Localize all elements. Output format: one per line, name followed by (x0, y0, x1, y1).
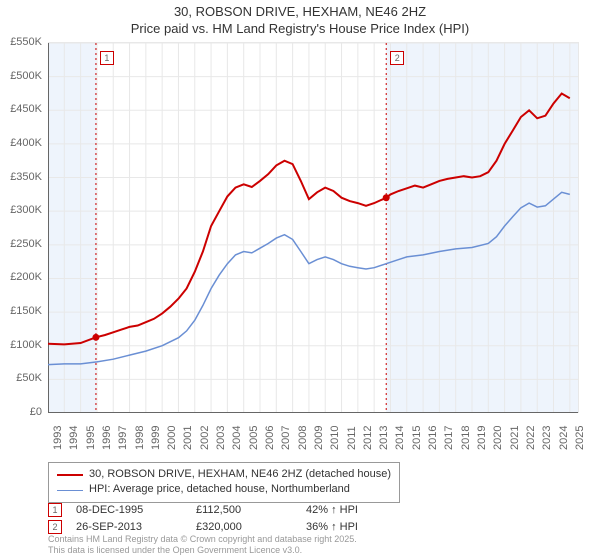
x-tick-label: 2025 (574, 426, 586, 450)
x-tick-label: 1995 (85, 426, 97, 450)
legend-swatch-1 (57, 474, 83, 476)
x-tick-label: 2014 (394, 426, 406, 450)
marker-1-pct: 42% ↑ HPI (306, 502, 426, 519)
marker-1-price: £112,500 (196, 502, 306, 519)
x-tick-label: 2009 (313, 426, 325, 450)
marker-badge-1: 1 (48, 503, 62, 517)
plot-area: 12 (48, 42, 579, 413)
y-tick-label: £300K (0, 204, 42, 216)
y-tick-label: £400K (0, 137, 42, 149)
price-chart: 30, ROBSON DRIVE, HEXHAM, NE46 2HZ Price… (0, 0, 600, 560)
plot-marker-badge-2: 2 (390, 51, 404, 65)
y-tick-label: £200K (0, 271, 42, 283)
chart-title: 30, ROBSON DRIVE, HEXHAM, NE46 2HZ Price… (0, 4, 600, 38)
sale-markers-table: 1 08-DEC-1995 £112,500 42% ↑ HPI 2 26-SE… (48, 502, 426, 535)
x-tick-label: 2022 (525, 426, 537, 450)
x-tick-label: 2011 (346, 426, 358, 450)
title-line-1: 30, ROBSON DRIVE, HEXHAM, NE46 2HZ (0, 4, 600, 21)
y-tick-label: £500K (0, 70, 42, 82)
marker-row-1: 1 08-DEC-1995 £112,500 42% ↑ HPI (48, 502, 426, 519)
x-tick-label: 2016 (427, 426, 439, 450)
x-tick-label: 1999 (150, 426, 162, 450)
y-tick-label: £150K (0, 305, 42, 317)
marker-1-date: 08-DEC-1995 (76, 502, 196, 519)
x-tick-label: 1997 (117, 426, 129, 450)
y-axis: £0£50K£100K£150K£200K£250K£300K£350K£400… (0, 42, 46, 412)
x-tick-label: 2007 (280, 426, 292, 450)
y-tick-label: £100K (0, 339, 42, 351)
x-tick-label: 1993 (52, 426, 64, 450)
x-tick-label: 2004 (231, 426, 243, 450)
x-tick-label: 1996 (101, 426, 113, 450)
x-axis: 1993 1994 1995 1996 1997 1998 1999 2000 2001 2002… (48, 414, 578, 456)
x-tick-label: 2013 (378, 426, 390, 450)
marker-badge-2: 2 (48, 520, 62, 534)
marker-2-pct: 36% ↑ HPI (306, 519, 426, 536)
x-tick-label: 2019 (476, 426, 488, 450)
y-tick-label: £450K (0, 103, 42, 115)
attribution: Contains HM Land Registry data © Crown c… (48, 534, 357, 556)
plot-svg (48, 43, 578, 413)
x-tick-label: 2010 (329, 426, 341, 450)
plot-marker-badge-1: 1 (100, 51, 114, 65)
marker-2-date: 26-SEP-2013 (76, 519, 196, 536)
x-tick-label: 2024 (558, 426, 570, 450)
y-tick-label: £250K (0, 238, 42, 250)
y-tick-label: £550K (0, 36, 42, 48)
attribution-line-1: Contains HM Land Registry data © Crown c… (48, 534, 357, 545)
legend-row-series-1: 30, ROBSON DRIVE, HEXHAM, NE46 2HZ (deta… (57, 467, 391, 482)
x-tick-label: 1998 (134, 426, 146, 450)
x-tick-label: 2008 (297, 426, 309, 450)
x-tick-label: 2012 (362, 426, 374, 450)
title-line-2: Price paid vs. HM Land Registry's House … (0, 21, 600, 38)
x-tick-label: 2023 (541, 426, 553, 450)
x-tick-label: 1994 (68, 426, 80, 450)
x-tick-label: 2003 (215, 426, 227, 450)
legend-label-2: HPI: Average price, detached house, Nort… (89, 482, 350, 497)
x-tick-label: 2021 (509, 426, 521, 450)
x-tick-label: 2015 (411, 426, 423, 450)
x-tick-label: 2006 (264, 426, 276, 450)
marker-row-2: 2 26-SEP-2013 £320,000 36% ↑ HPI (48, 519, 426, 536)
legend-swatch-2 (57, 490, 83, 491)
x-tick-label: 2005 (248, 426, 260, 450)
x-tick-label: 2001 (182, 426, 194, 450)
x-tick-label: 2002 (199, 426, 211, 450)
legend-row-series-2: HPI: Average price, detached house, Nort… (57, 482, 391, 497)
x-tick-label: 2017 (443, 426, 455, 450)
marker-2-price: £320,000 (196, 519, 306, 536)
y-tick-label: £350K (0, 171, 42, 183)
y-tick-label: £0 (0, 406, 42, 418)
x-tick-label: 2000 (166, 426, 178, 450)
legend-label-1: 30, ROBSON DRIVE, HEXHAM, NE46 2HZ (deta… (89, 467, 391, 482)
attribution-line-2: This data is licensed under the Open Gov… (48, 545, 357, 556)
legend: 30, ROBSON DRIVE, HEXHAM, NE46 2HZ (deta… (48, 462, 400, 503)
x-tick-label: 2020 (492, 426, 504, 450)
y-tick-label: £50K (0, 372, 42, 384)
x-tick-label: 2018 (460, 426, 472, 450)
